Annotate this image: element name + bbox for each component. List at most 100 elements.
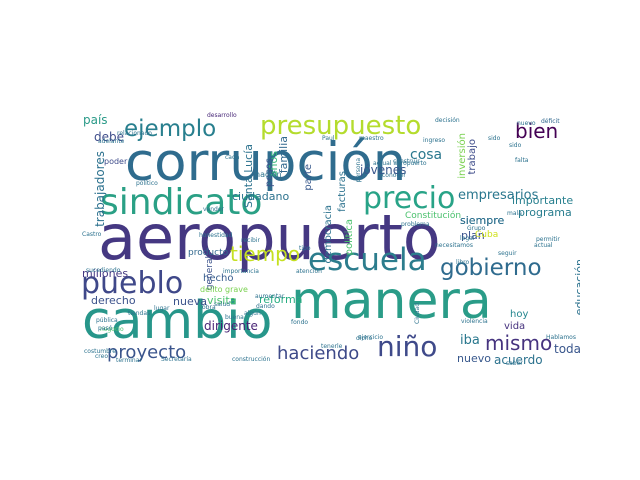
word: Grupo [467,225,486,232]
word: tenerle [321,343,343,350]
word: pueblo [81,266,184,301]
word: sido [509,142,522,149]
word: corrupción [125,132,407,193]
word: sucediendo [86,267,121,274]
word: delito grave [200,285,248,294]
word: toda [554,342,580,356]
word: manera [291,271,492,331]
word: familia [277,136,290,174]
word: actual [534,242,553,249]
word: Cuba [475,230,499,240]
word: reforma [259,293,303,306]
word: violencia [461,318,488,325]
word: derecho [91,294,136,307]
word: dando [256,303,275,310]
word: costumbre [84,348,116,355]
word: nuevo [517,120,536,127]
word: permitir [536,236,560,243]
word: hoy [510,309,529,320]
word: iba [460,333,480,348]
word: actual aeropuerto [373,160,427,167]
word: obra [202,304,216,311]
word: necesitamos [435,242,473,249]
word: político [136,180,158,187]
word: construir [393,158,420,165]
word: educación [573,259,580,316]
word: haciendo [277,343,360,364]
word: producto [188,248,229,258]
word-cloud: corrupción aeropuerto cambio manera sind… [80,111,580,369]
word: dirigente [204,319,258,333]
word: relacionado [117,130,152,137]
word: construcción [232,356,271,363]
word: algún [244,310,261,317]
word: vida [504,321,526,332]
word: buena [225,314,244,321]
word: democracia [323,205,334,264]
word: Secretaría [161,356,192,363]
word: Paul [322,135,335,142]
word: tiempo [230,242,301,266]
word: parte [303,164,314,191]
word: pública [96,317,118,324]
word: ejercicio [358,334,383,341]
word: millones [82,267,129,280]
word: decisión [435,117,460,124]
word: terminar [116,357,142,364]
word: nueva [173,295,207,308]
word: visita [207,294,237,307]
word: siempre [460,214,505,227]
word: hecho [203,273,234,284]
word: cambio [82,291,273,351]
word: problema [401,221,430,228]
word: cosa [410,147,443,163]
word: poder [104,157,128,166]
word: acuerdo [494,353,543,367]
word: importante [512,194,574,207]
word: seguir [498,250,517,257]
word: plan [461,229,485,242]
word: adelante [98,138,125,145]
word: Ciudad [414,303,421,324]
word: empresarios [458,188,539,203]
word: recibir [241,237,260,244]
word: Constitución [405,211,462,221]
word: sido [488,135,501,142]
word: importancia [223,268,259,275]
word: tipo [299,245,311,252]
word: conocer [382,172,406,179]
word: vender [203,206,225,213]
word: dicho [356,335,373,342]
word: gobierno [440,255,542,281]
word: siempre [460,214,505,227]
word: persona [355,158,362,183]
word: ciudadano [232,190,290,203]
word: facturas [337,171,348,212]
word: desarrollo [207,112,237,119]
word: pasó [98,325,113,332]
word: trabajo [467,139,478,175]
word: libro [456,259,470,266]
word: aumentar [255,293,285,300]
word: precio [363,181,456,216]
word: Hablamos [546,334,576,341]
word: debe [94,130,124,144]
word: sindicato [100,182,263,223]
word: escuela [308,242,427,278]
word: saber [506,360,523,367]
word: nación [255,170,282,179]
word: proyecto [107,342,187,363]
word: negocio [100,326,124,333]
word: jóvenes [360,163,407,177]
word: honestidad [199,232,233,239]
word: fondo [291,319,309,326]
word: atención [296,268,322,275]
word: falta [515,157,529,164]
word: maestro [359,135,384,142]
word: legal [460,235,475,242]
word: lugar [154,305,170,312]
word: creo [95,353,108,360]
word: tiendas [128,310,151,317]
word: mala [507,210,522,217]
word: mismo [485,331,553,355]
